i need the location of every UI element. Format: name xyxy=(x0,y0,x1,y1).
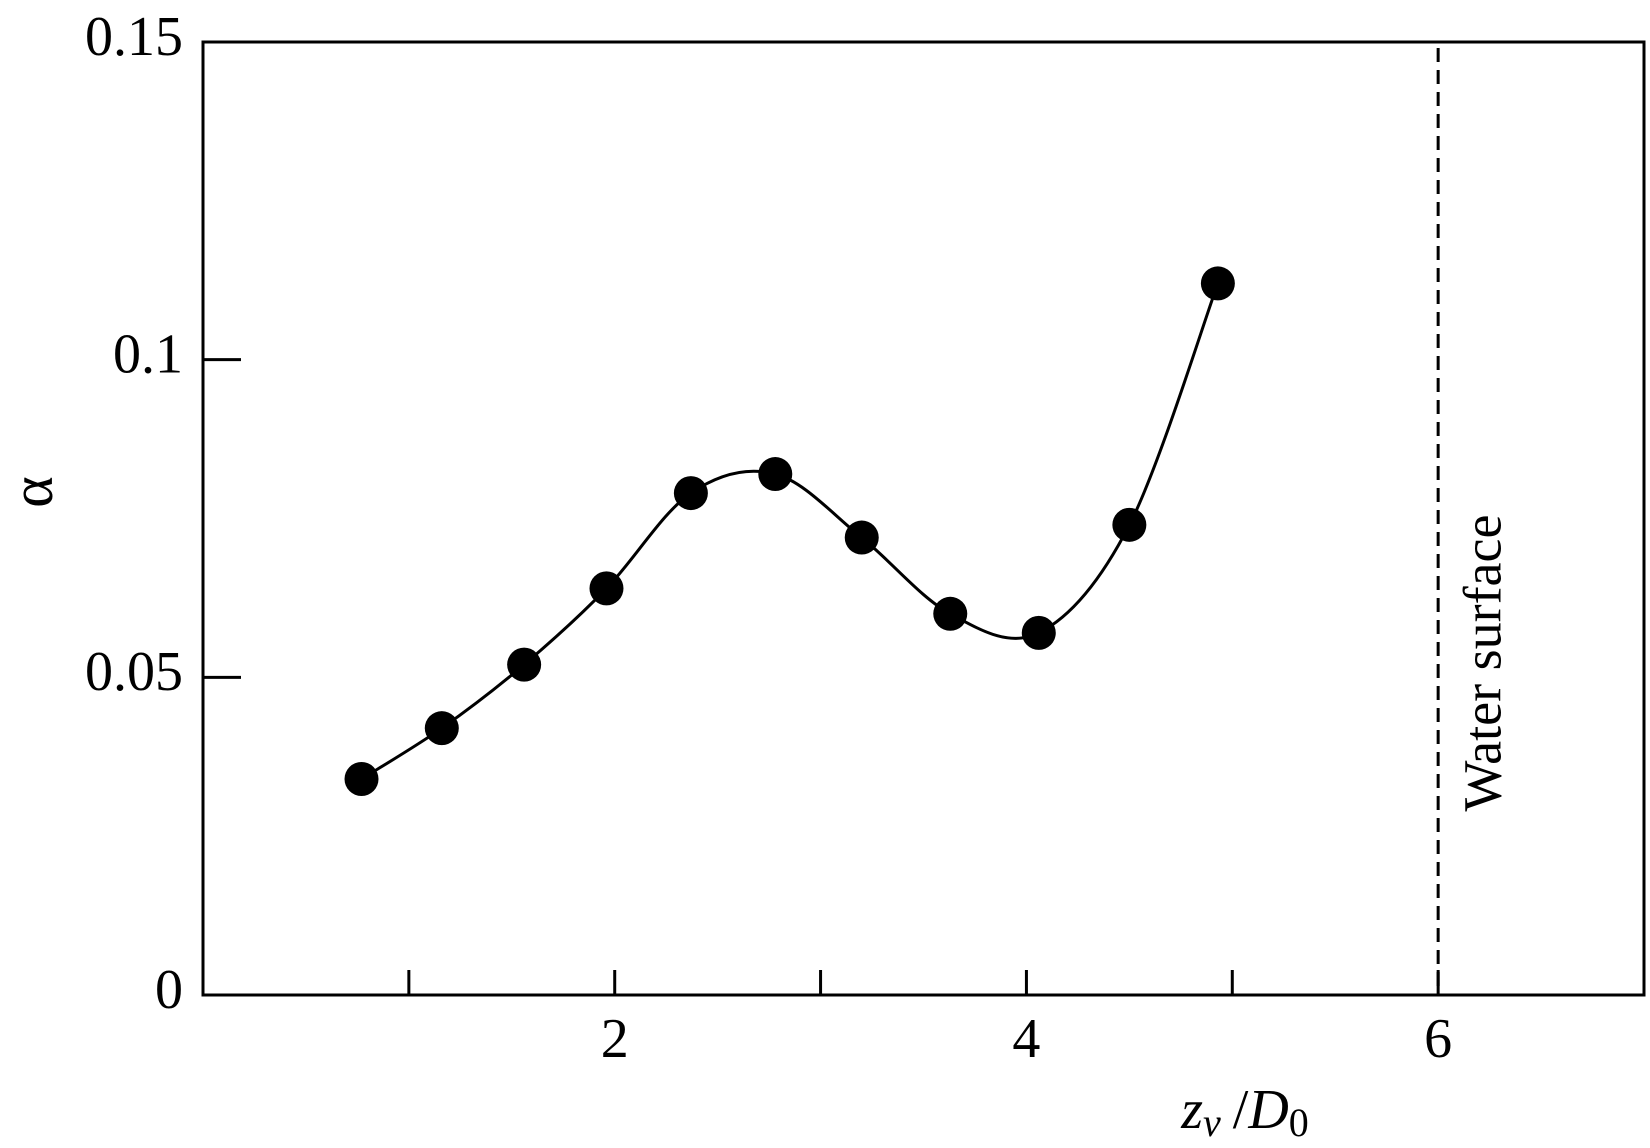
data-points xyxy=(344,266,1235,796)
data-point xyxy=(1200,266,1235,301)
x-label-denom: D xyxy=(1247,1079,1288,1141)
y-axis-ticks: 0 0.05 0.1 0.15 xyxy=(85,6,241,1021)
data-point xyxy=(507,647,542,682)
data-point xyxy=(1021,615,1056,650)
y-axis-label: α xyxy=(0,476,65,507)
x-label-slash: / xyxy=(1233,1079,1249,1141)
x-label-denom-sub: 0 xyxy=(1289,1100,1309,1145)
x-tick-label: 6 xyxy=(1424,1008,1452,1070)
data-point xyxy=(844,520,879,555)
fitted-curve xyxy=(360,282,1220,781)
water-surface-reference: Water surface xyxy=(1436,48,1513,995)
x-label-var: z xyxy=(1180,1079,1203,1141)
y-tick-label: 0.15 xyxy=(85,6,183,68)
data-point xyxy=(673,476,708,511)
data-point xyxy=(758,457,793,492)
x-tick-label: 4 xyxy=(1012,1008,1040,1070)
water-surface-label: Water surface xyxy=(1453,515,1513,812)
y-tick-label: 0.05 xyxy=(85,641,183,703)
x-axis-ticks: 2 4 6 xyxy=(407,970,1452,1070)
y-tick-label: 0 xyxy=(155,959,183,1021)
data-point xyxy=(933,596,968,631)
x-label-var-sub: v xyxy=(1203,1100,1221,1145)
x-tick-label: 2 xyxy=(601,1008,629,1070)
data-point xyxy=(1112,507,1147,542)
data-point xyxy=(344,761,379,796)
plot-frame xyxy=(201,40,1646,997)
data-point xyxy=(424,711,459,746)
y-tick-label: 0.1 xyxy=(113,324,183,386)
x-axis-label: zv /D0 xyxy=(1180,1079,1309,1145)
data-point xyxy=(589,571,624,606)
